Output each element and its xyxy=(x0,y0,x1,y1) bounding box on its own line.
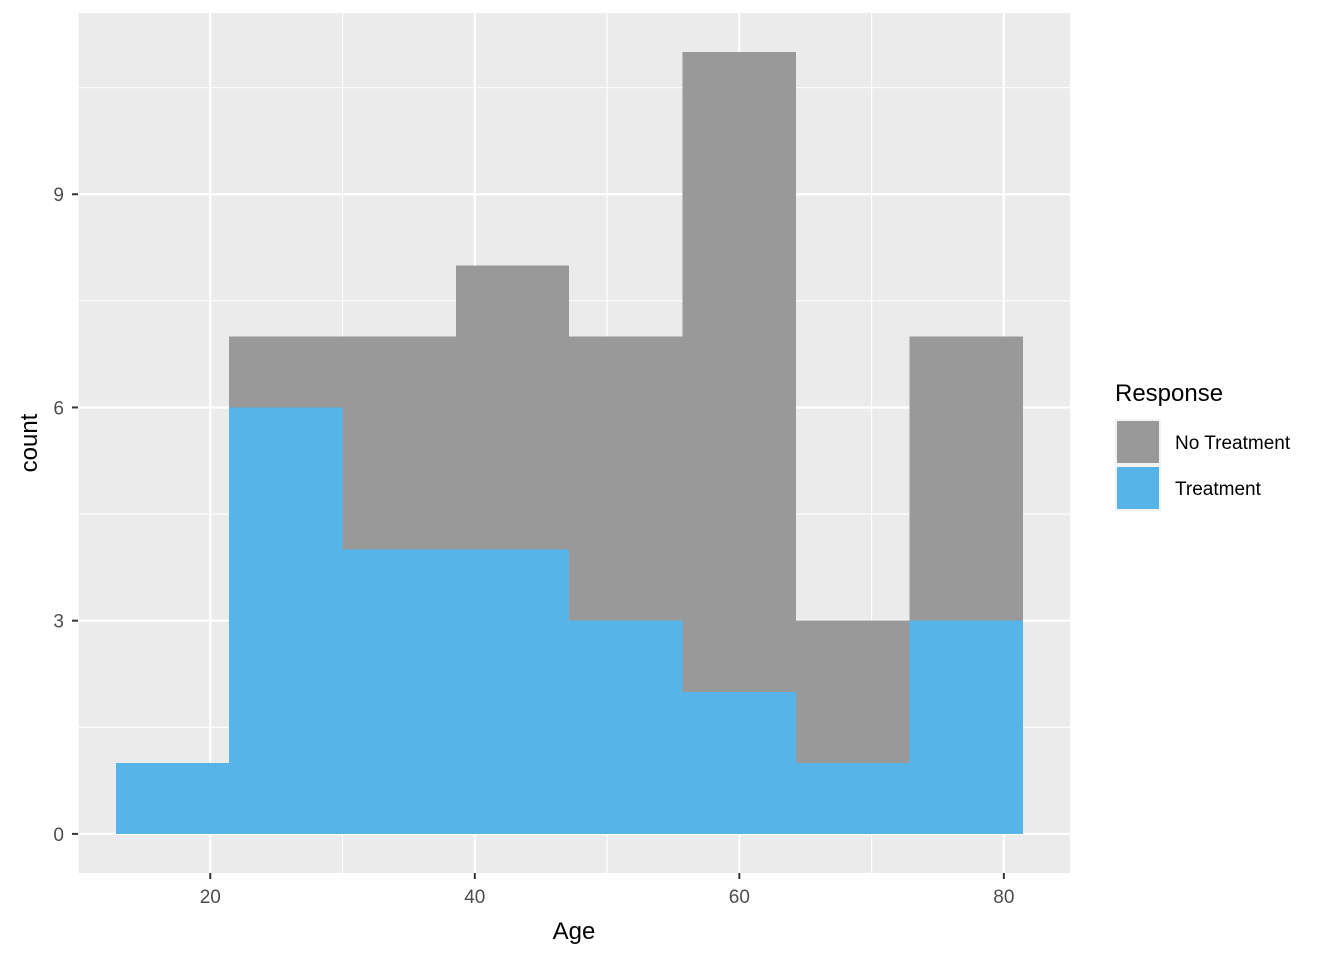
x-tick-label: 60 xyxy=(729,887,750,908)
y-axis-title: count xyxy=(16,413,43,472)
y-tick-label: 3 xyxy=(53,612,64,633)
bar-no-treatment-bin-7 xyxy=(909,336,1023,621)
bar-no-treatment-bin-4 xyxy=(569,336,683,621)
bar-treatment-bin-6 xyxy=(796,762,910,834)
bar-treatment-bin-5 xyxy=(682,691,797,834)
bar-no-treatment-bin-6 xyxy=(796,620,910,763)
legend-title: Response xyxy=(1115,380,1223,407)
legend-items: No Treatment Treatment xyxy=(1115,419,1291,511)
bar-no-treatment-bin-2 xyxy=(342,336,456,550)
bars-group xyxy=(115,52,1023,834)
y-axis: 0 3 6 9 xyxy=(53,185,78,846)
legend-label-no-treatment: No Treatment xyxy=(1175,433,1291,454)
x-tick-label: 20 xyxy=(200,887,221,908)
bar-treatment-bin-3 xyxy=(455,549,570,834)
legend-swatch-treatment xyxy=(1117,467,1159,509)
bar-treatment-bin-0 xyxy=(115,762,230,834)
y-tick-label: 6 xyxy=(53,398,64,419)
bar-no-treatment-bin-5 xyxy=(682,52,797,692)
x-axis: 20 40 60 80 xyxy=(200,873,1014,908)
legend-swatch-no-treatment xyxy=(1117,421,1159,463)
x-axis-title: Age xyxy=(553,918,596,945)
bar-treatment-bin-2 xyxy=(342,549,456,834)
bar-treatment-bin-4 xyxy=(569,620,683,834)
y-tick-label: 0 xyxy=(53,825,64,846)
y-tick-label: 9 xyxy=(53,185,64,206)
x-tick-label: 40 xyxy=(464,887,485,908)
legend-label-treatment: Treatment xyxy=(1175,479,1262,500)
bar-treatment-bin-7 xyxy=(909,620,1023,834)
bar-treatment-bin-1 xyxy=(229,407,343,834)
bar-no-treatment-bin-3 xyxy=(455,265,570,550)
legend: Response No Treatment Treatment xyxy=(1115,380,1291,511)
bar-no-treatment-bin-1 xyxy=(229,336,343,408)
x-tick-label: 80 xyxy=(993,887,1014,908)
